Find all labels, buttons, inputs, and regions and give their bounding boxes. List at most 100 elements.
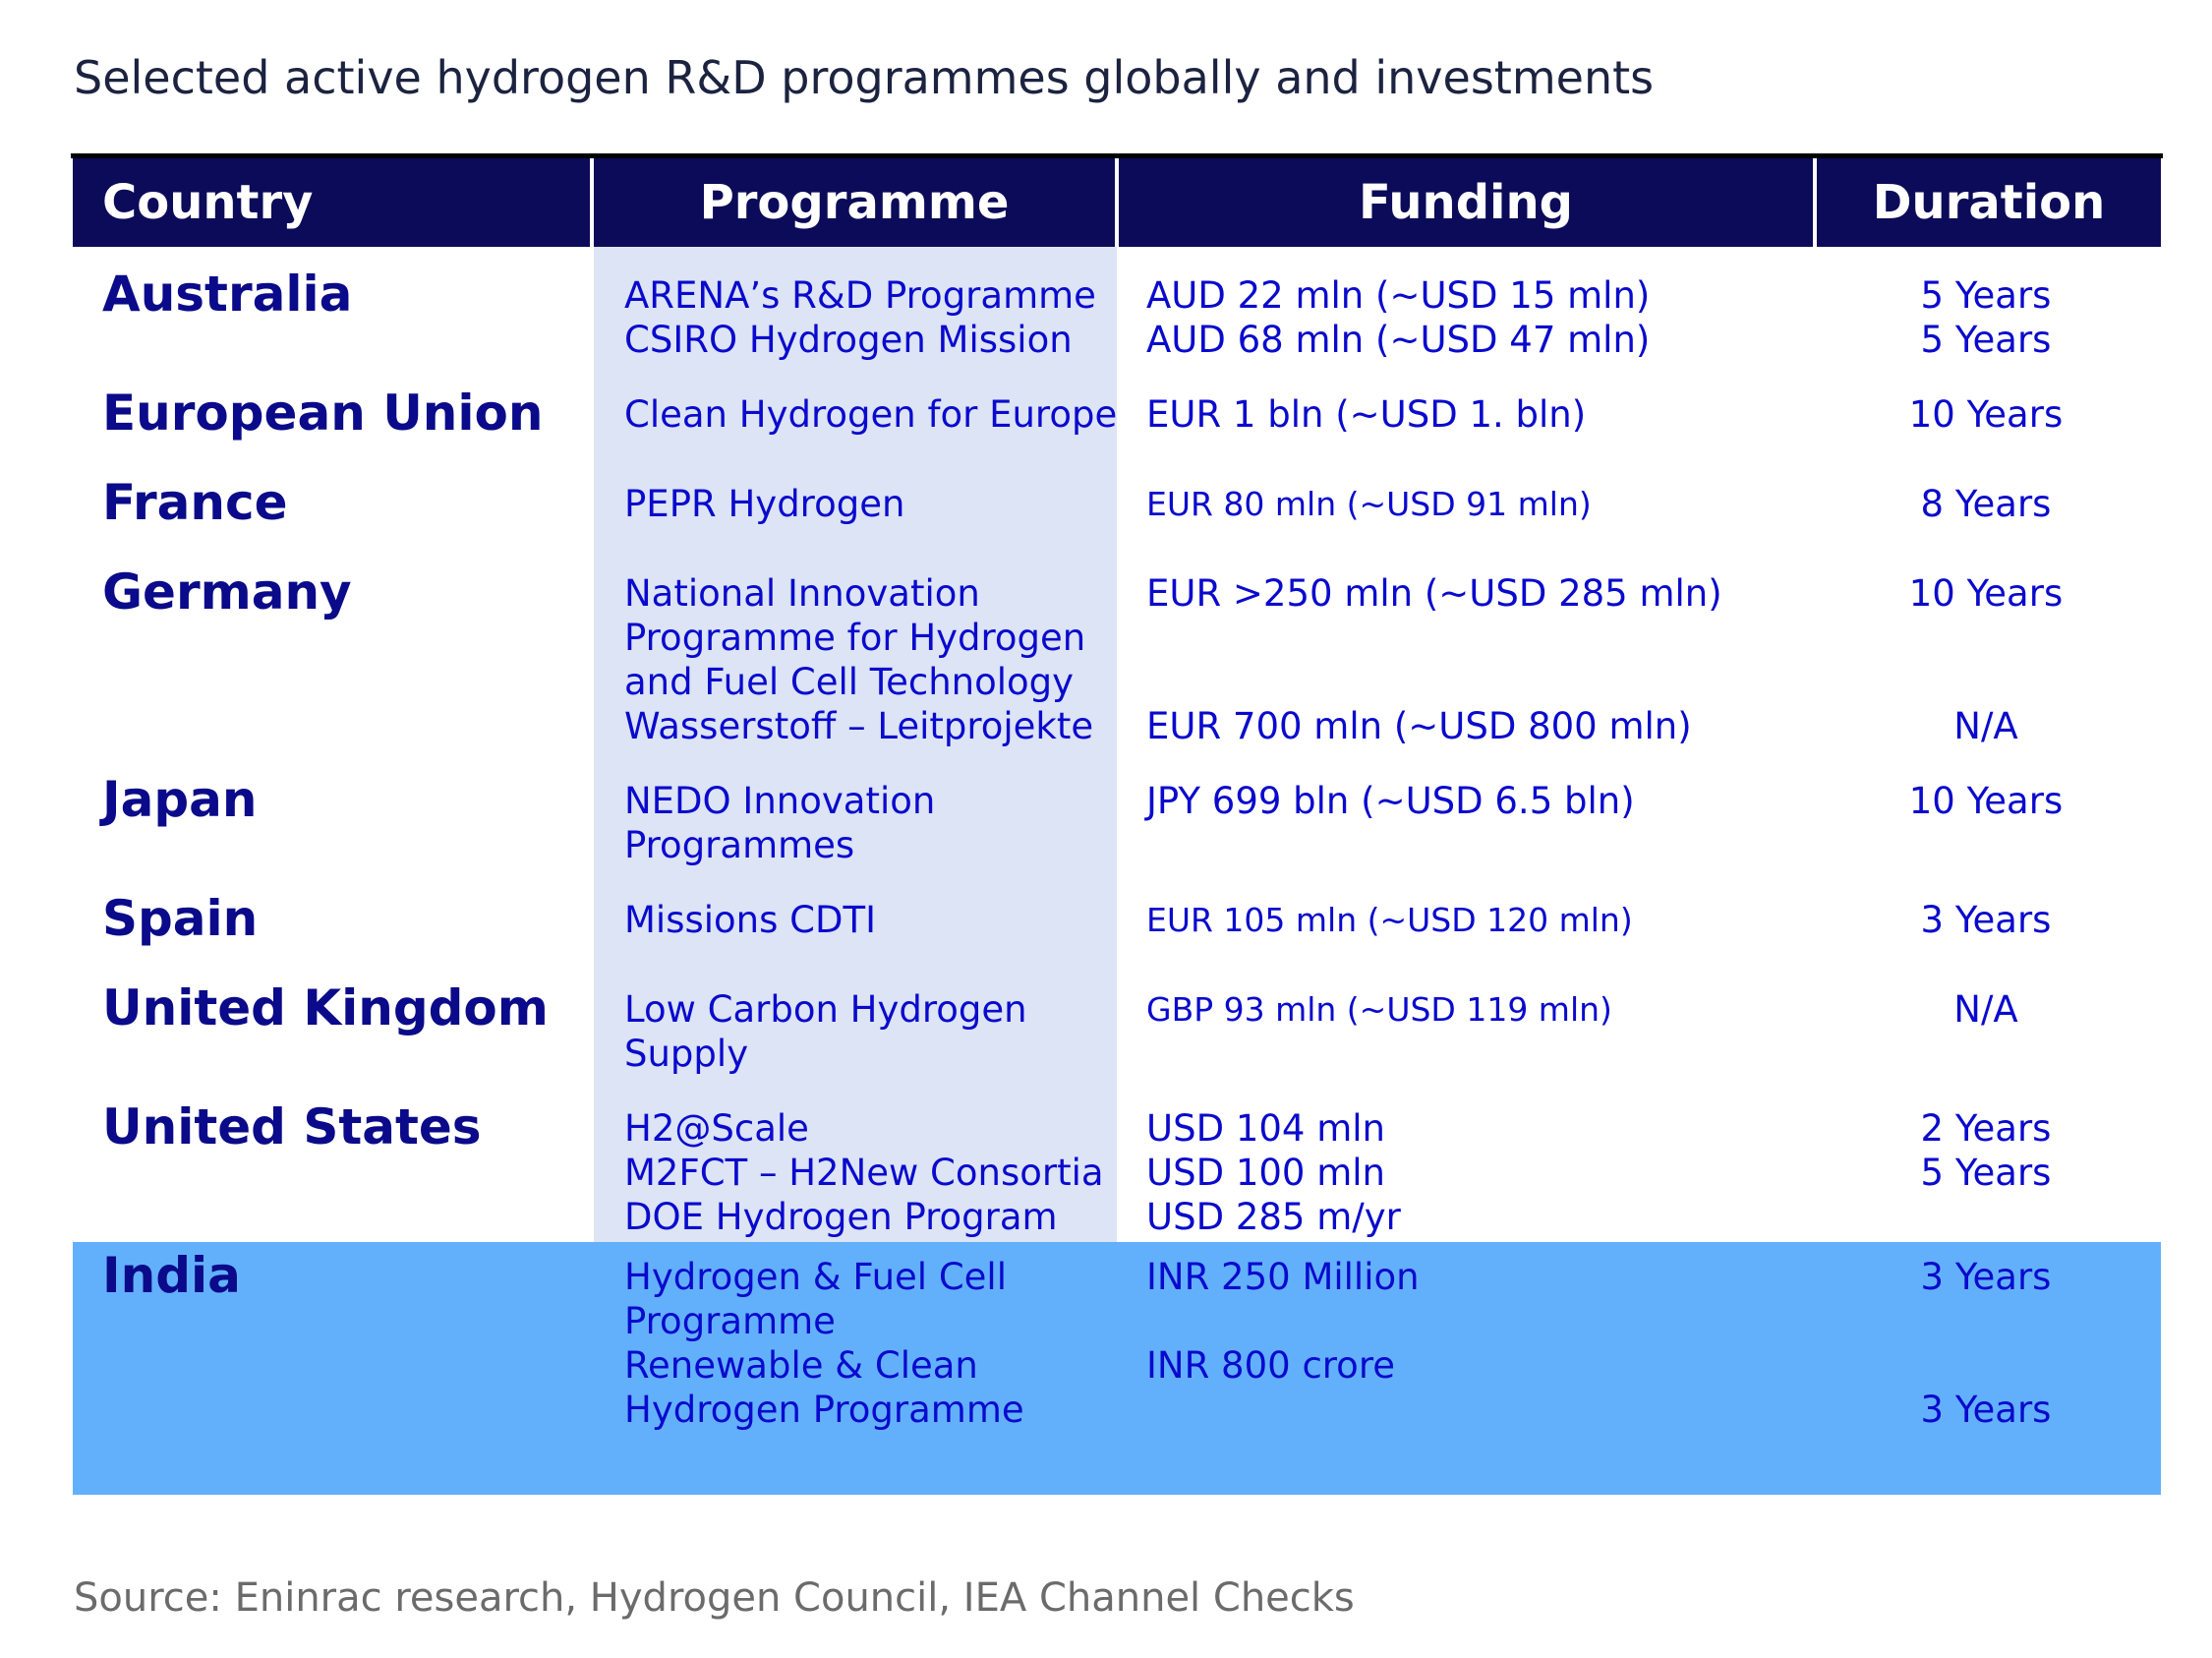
funding-cell: AUD 22 mln (~USD 15 mln) AUD 68 mln (~US… bbox=[1146, 273, 1650, 362]
duration-line: N/A bbox=[1953, 988, 2018, 1031]
funding-cell: USD 104 mln USD 100 mln USD 285 m/yr bbox=[1146, 1106, 1401, 1239]
programme-cell: Clean Hydrogen for Europe bbox=[624, 392, 1117, 437]
funding-cell: EUR 1 bln (~USD 1. bln) bbox=[1146, 392, 1586, 437]
funding-line: USD 100 mln bbox=[1146, 1152, 1385, 1194]
funding-line: INR 800 crore bbox=[1146, 1344, 1395, 1387]
programme-line: Supply bbox=[624, 1033, 749, 1075]
country-cell: United States bbox=[102, 1098, 482, 1155]
programme-line: Programme bbox=[624, 1300, 836, 1342]
programme-cell: Hydrogen & Fuel Cell Programme Renewable… bbox=[624, 1255, 1024, 1432]
programme-line: DOE Hydrogen Program bbox=[624, 1196, 1058, 1238]
programme-line: National Innovation bbox=[624, 572, 980, 615]
programme-line: M2FCT – H2New Consortia bbox=[624, 1152, 1104, 1194]
programme-column-band bbox=[594, 247, 1117, 1242]
header-duration: Duration bbox=[1872, 175, 2106, 230]
programme-line: Renewable & Clean bbox=[624, 1344, 978, 1387]
duration-cell: 10 Years N/A bbox=[1848, 571, 2124, 748]
duration-line: N/A bbox=[1953, 705, 2018, 747]
duration-line: 8 Years bbox=[1920, 483, 2052, 525]
table-header: Country Programme Funding Duration bbox=[73, 158, 2161, 247]
programme-line: Hydrogen & Fuel Cell bbox=[624, 1256, 1007, 1298]
funding-line: INR 250 Million bbox=[1146, 1256, 1420, 1298]
source-note: Source: Eninrac research, Hydrogen Counc… bbox=[74, 1575, 1355, 1621]
programme-line: Clean Hydrogen for Europe bbox=[624, 393, 1118, 436]
duration-line: 3 Years bbox=[1920, 1389, 2052, 1431]
funding-line: JPY 699 bln (~USD 6.5 bln) bbox=[1146, 780, 1635, 822]
duration-line: 10 Years bbox=[1908, 572, 2064, 615]
programme-cell: PEPR Hydrogen bbox=[624, 482, 904, 526]
funding-line: EUR >250 mln (~USD 285 mln) bbox=[1146, 572, 1722, 615]
duration-line: 10 Years bbox=[1908, 393, 2064, 436]
programme-line: Wasserstoff – Leitprojekte bbox=[624, 705, 1094, 747]
funding-line: EUR 700 mln (~USD 800 mln) bbox=[1146, 705, 1692, 747]
programme-cell: H2@Scale M2FCT – H2New Consortia DOE Hyd… bbox=[624, 1106, 1104, 1239]
country-cell: India bbox=[102, 1247, 241, 1304]
duration-cell: 10 Years bbox=[1848, 779, 2124, 823]
header-country: Country bbox=[73, 158, 594, 247]
header-programme: Programme bbox=[594, 158, 1119, 247]
duration-cell: 2 Years 5 Years bbox=[1848, 1106, 2124, 1195]
duration-cell: 8 Years bbox=[1848, 482, 2124, 526]
funding-line: AUD 68 mln (~USD 47 mln) bbox=[1146, 319, 1651, 361]
programme-line: and Fuel Cell Technology bbox=[624, 661, 1075, 703]
table-top-rule bbox=[71, 153, 2163, 158]
funding-cell: GBP 93 mln (~USD 119 mln) bbox=[1146, 987, 1612, 1032]
programme-line: Low Carbon Hydrogen bbox=[624, 988, 1027, 1031]
duration-line: 3 Years bbox=[1920, 899, 2052, 941]
programme-cell: National Innovation Programme for Hydrog… bbox=[624, 571, 1093, 748]
funding-line: EUR 80 mln (~USD 91 mln) bbox=[1146, 485, 1592, 523]
funding-cell: INR 250 Million INR 800 crore bbox=[1146, 1255, 1420, 1388]
funding-line: USD 285 m/yr bbox=[1146, 1196, 1401, 1238]
funding-line: GBP 93 mln (~USD 119 mln) bbox=[1146, 990, 1612, 1029]
programme-line: PEPR Hydrogen bbox=[624, 483, 905, 525]
funding-cell: JPY 699 bln (~USD 6.5 bln) bbox=[1146, 779, 1635, 823]
funding-line: USD 104 mln bbox=[1146, 1107, 1385, 1150]
funding-line: EUR 105 mln (~USD 120 mln) bbox=[1146, 901, 1633, 939]
funding-line bbox=[1146, 1299, 1420, 1343]
duration-line: 10 Years bbox=[1908, 780, 2064, 822]
programme-line: NEDO Innovation bbox=[624, 780, 936, 822]
funding-line bbox=[1146, 616, 1722, 660]
india-row-highlight bbox=[73, 1242, 2161, 1495]
programme-line: ARENA’s R&D Programme bbox=[624, 274, 1096, 317]
programme-line: Missions CDTI bbox=[624, 899, 877, 941]
duration-cell: 3 Years 3 Years bbox=[1848, 1255, 2124, 1432]
programme-cell: Low Carbon Hydrogen Supply bbox=[624, 987, 1027, 1076]
programme-line: Programmes bbox=[624, 824, 855, 866]
duration-line bbox=[1848, 1343, 2124, 1388]
country-cell: Australia bbox=[102, 266, 353, 323]
programme-cell: ARENA’s R&D Programme CSIRO Hydrogen Mis… bbox=[624, 273, 1096, 362]
duration-cell: N/A bbox=[1848, 987, 2124, 1032]
funding-line: EUR 1 bln (~USD 1. bln) bbox=[1146, 393, 1587, 436]
page-title: Selected active hydrogen R&D programmes … bbox=[74, 51, 1655, 104]
duration-cell: 5 Years 5 Years bbox=[1848, 273, 2124, 362]
country-cell: France bbox=[102, 474, 288, 531]
header-funding: Funding bbox=[1119, 158, 1817, 247]
country-cell: European Union bbox=[102, 385, 544, 442]
funding-line bbox=[1146, 660, 1722, 704]
duration-line: 5 Years bbox=[1920, 1152, 2052, 1194]
duration-line: 2 Years bbox=[1920, 1107, 2052, 1150]
programme-line: Programme for Hydrogen bbox=[624, 617, 1086, 659]
programme-line: Hydrogen Programme bbox=[624, 1389, 1024, 1431]
programme-line: CSIRO Hydrogen Mission bbox=[624, 319, 1073, 361]
country-cell: Germany bbox=[102, 563, 352, 621]
funding-cell: EUR 105 mln (~USD 120 mln) bbox=[1146, 898, 1633, 942]
programme-cell: Missions CDTI bbox=[624, 898, 876, 942]
country-cell: Spain bbox=[102, 890, 259, 947]
duration-cell: 3 Years bbox=[1848, 898, 2124, 942]
funding-cell: EUR 80 mln (~USD 91 mln) bbox=[1146, 482, 1592, 526]
country-cell: United Kingdom bbox=[102, 979, 549, 1036]
programme-line: H2@Scale bbox=[624, 1107, 809, 1150]
duration-line bbox=[1848, 1299, 2124, 1343]
duration-line bbox=[1848, 660, 2124, 704]
duration-line: 5 Years bbox=[1920, 274, 2052, 317]
duration-line: 5 Years bbox=[1920, 319, 2052, 361]
programme-cell: NEDO Innovation Programmes bbox=[624, 779, 935, 867]
country-cell: Japan bbox=[102, 771, 258, 828]
funding-cell: EUR >250 mln (~USD 285 mln) EUR 700 mln … bbox=[1146, 571, 1722, 748]
duration-line: 3 Years bbox=[1920, 1256, 2052, 1298]
duration-line bbox=[1848, 616, 2124, 660]
funding-line: AUD 22 mln (~USD 15 mln) bbox=[1146, 274, 1651, 317]
duration-cell: 10 Years bbox=[1848, 392, 2124, 437]
